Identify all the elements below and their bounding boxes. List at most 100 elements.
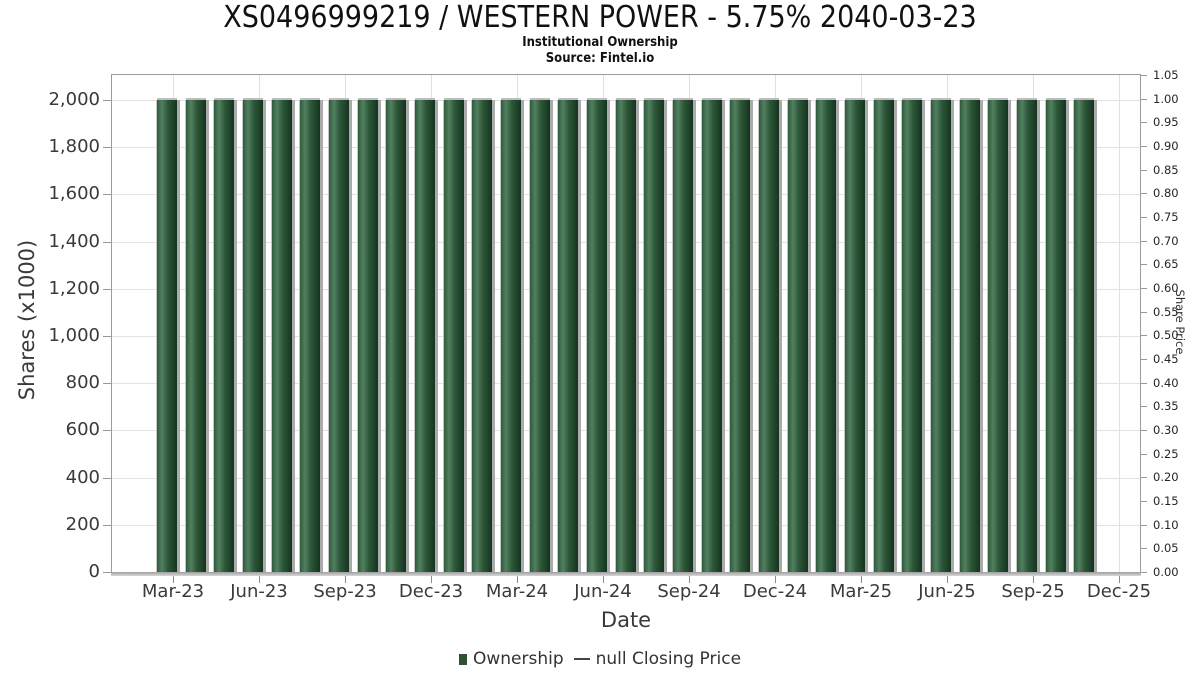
price-axis-tick: [1141, 240, 1147, 242]
price-tick-label: 0.15: [1153, 494, 1179, 508]
price-tick-label: 0.65: [1153, 257, 1179, 272]
y-tick-label: 1,600: [48, 183, 100, 205]
x-tick-label: Sep-24: [657, 581, 721, 602]
ownership-bar[interactable]: [902, 100, 923, 572]
price-axis-tick: [1141, 311, 1147, 313]
y-tick-label: 200: [65, 513, 100, 535]
price-axis-tick: [1141, 477, 1147, 479]
y-axis-tick: [103, 524, 112, 526]
ownership-bar[interactable]: [472, 100, 493, 572]
price-tick-label: 0.45: [1153, 352, 1179, 366]
y-axis-tick: [103, 477, 112, 479]
price-axis-tick: [1141, 548, 1147, 550]
ownership-bar[interactable]: [988, 100, 1009, 572]
y-axis-label-left: Shares (x1000): [15, 239, 39, 401]
ownership-bar[interactable]: [214, 100, 235, 572]
ownership-bar[interactable]: [501, 100, 521, 572]
y-axis-tick: [103, 288, 112, 290]
price-tick-label: 0.30: [1153, 423, 1179, 437]
ownership-bar[interactable]: [587, 100, 607, 572]
ownership-bar[interactable]: [558, 100, 579, 572]
price-tick-label: 0.10: [1153, 517, 1179, 532]
y-axis-tick: [103, 241, 112, 243]
price-axis-tick: [1141, 193, 1147, 195]
x-axis-tick: [345, 576, 346, 583]
y-axis-tick: [103, 430, 112, 432]
x-axis-tick: [947, 576, 948, 583]
price-axis-tick: [1141, 75, 1147, 76]
line-swatch-icon: [573, 658, 590, 660]
x-axis-tick: [603, 576, 604, 583]
ownership-bar[interactable]: [415, 100, 435, 572]
ownership-bar[interactable]: [357, 100, 378, 572]
price-axis-tick: [1141, 335, 1147, 337]
ownership-bar[interactable]: [1045, 100, 1066, 572]
x-tick-label: Dec-23: [398, 581, 464, 602]
x-tick-label: Dec-24: [742, 581, 808, 602]
y-tick-label: 1,400: [48, 230, 100, 252]
y-tick-label: 400: [65, 466, 100, 488]
ownership-bar[interactable]: [787, 100, 808, 572]
ownership-bar[interactable]: [185, 100, 206, 572]
ownership-bar[interactable]: [300, 100, 321, 572]
ownership-bar[interactable]: [845, 100, 865, 572]
price-tick-label: 0.25: [1153, 446, 1179, 461]
ownership-bar[interactable]: [673, 100, 693, 572]
legend-closing-price-label: null Closing Price: [595, 649, 742, 669]
price-axis-tick: [1141, 406, 1147, 408]
ownership-bar[interactable]: [386, 100, 407, 572]
y-axis-tick: [103, 100, 112, 101]
price-axis-tick: [1141, 264, 1147, 266]
y-axis-tick: [103, 383, 112, 385]
price-tick-label: 0.40: [1153, 375, 1179, 390]
ownership-bar[interactable]: [873, 100, 894, 572]
legend-item-ownership[interactable]: Ownership: [458, 649, 564, 669]
ownership-bar[interactable]: [1074, 100, 1095, 572]
ownership-bar[interactable]: [243, 100, 263, 572]
ownership-bar[interactable]: [759, 100, 779, 572]
ownership-bar[interactable]: [157, 100, 177, 572]
price-axis-tick: [1141, 217, 1147, 218]
v-gridline: [1119, 75, 1120, 572]
ownership-bar[interactable]: [959, 100, 980, 572]
price-axis-tick: [1141, 382, 1147, 384]
x-tick-label: Dec-25: [1086, 581, 1152, 602]
ownership-bar[interactable]: [529, 100, 550, 572]
y-axis-tick: [103, 572, 112, 573]
y-tick-label: 800: [65, 372, 100, 394]
price-tick-label: 0.20: [1153, 470, 1179, 485]
y-tick-label: 1,800: [48, 136, 100, 158]
x-tick-label: Sep-23: [313, 581, 377, 602]
y-tick-label: 2,000: [48, 89, 100, 110]
legend-item-closing-price[interactable]: null Closing Price: [564, 649, 741, 669]
price-tick-label: 0.35: [1153, 399, 1179, 414]
x-tick-label: Mar-25: [829, 581, 893, 602]
y-axis-label-right: Share Price: [1173, 289, 1187, 355]
ownership-bar[interactable]: [329, 100, 349, 572]
x-tick-label: Jun-23: [230, 581, 288, 602]
x-tick-label: Mar-23: [141, 581, 205, 602]
x-axis-tick: [1119, 576, 1120, 583]
ownership-bar[interactable]: [816, 100, 837, 572]
ownership-bar[interactable]: [644, 100, 665, 572]
page-title: XS0496999219 / WESTERN POWER - 5.75% 204…: [223, 0, 977, 35]
y-tick-label: 1,200: [48, 277, 100, 299]
y-tick-label: 0: [88, 561, 100, 582]
y-tick-label: 600: [65, 419, 100, 441]
price-axis-tick: [1141, 572, 1147, 573]
x-axis-tick: [173, 576, 174, 583]
price-tick-label: 0.75: [1153, 210, 1179, 224]
ownership-bar[interactable]: [730, 100, 751, 572]
price-tick-label: 0.60: [1153, 281, 1179, 295]
ownership-bar[interactable]: [615, 100, 636, 572]
x-tick-label: Jun-25: [918, 581, 976, 602]
ownership-swatch-icon: [458, 653, 467, 665]
y-axis-tick: [103, 194, 112, 196]
ownership-bar[interactable]: [271, 100, 292, 572]
ownership-bar[interactable]: [1017, 100, 1037, 572]
ownership-bar[interactable]: [931, 100, 951, 572]
ownership-bar[interactable]: [443, 100, 464, 572]
ownership-bar[interactable]: [701, 100, 722, 572]
price-axis-tick: [1141, 430, 1147, 431]
